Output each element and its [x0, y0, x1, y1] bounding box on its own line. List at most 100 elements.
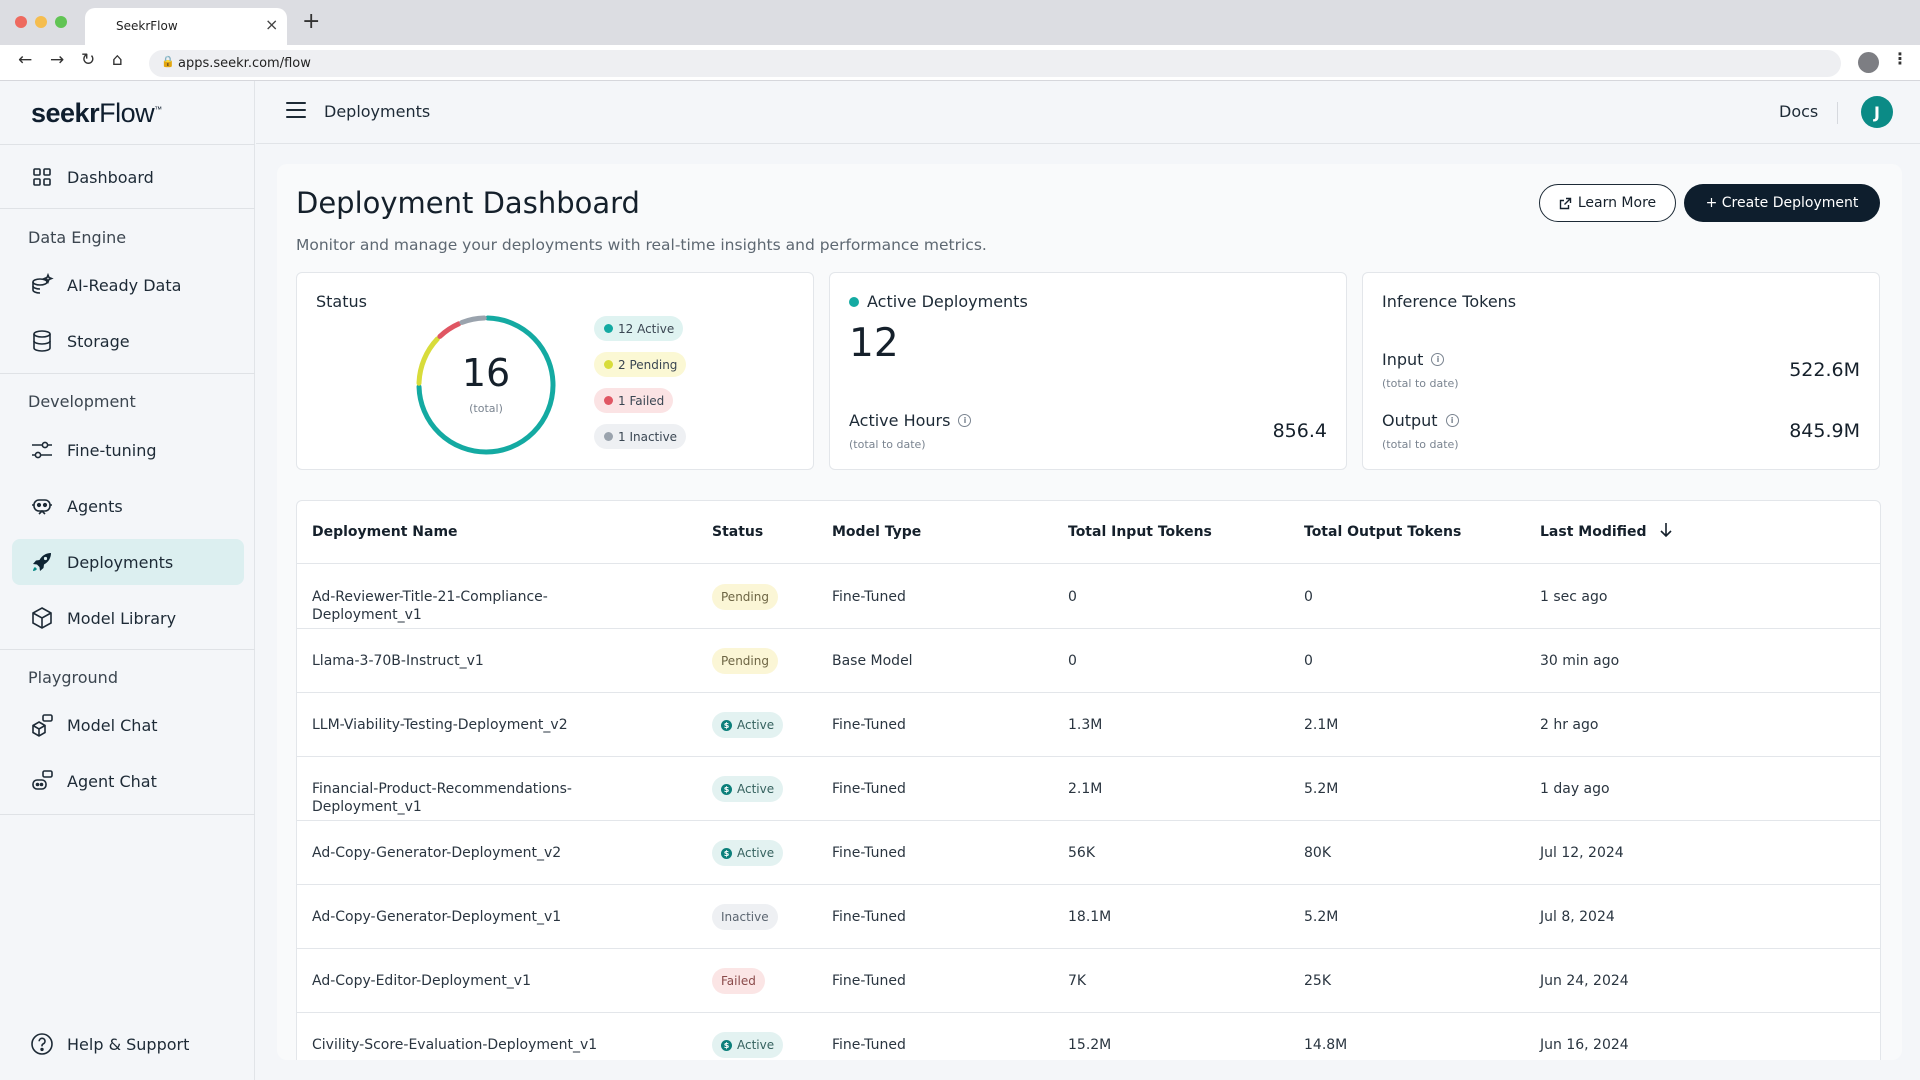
cell-output-tokens: 25K: [1304, 973, 1331, 989]
cell-deployment-name: Ad-Reviewer-Title-21-Compliance-Deployme…: [312, 589, 548, 623]
cell-deployment-name: Llama-3-70B-Instruct_v1: [312, 653, 484, 669]
create-deployment-label: + Create Deployment: [1705, 195, 1859, 211]
header-deployment-name[interactable]: Deployment Name: [312, 524, 458, 540]
cell-model-type: Fine-Tuned: [832, 973, 906, 989]
section-data-engine: Data Engine: [28, 228, 127, 247]
table-row[interactable]: Civility-Score-Evaluation-Deployment_v1 $…: [297, 1013, 1880, 1060]
browser-menu-icon[interactable]: ⋮: [1892, 49, 1908, 68]
sidebar-item-ai-ready-data[interactable]: AI-Ready Data: [12, 262, 244, 308]
table-row[interactable]: Ad-Copy-Editor-Deployment_v1 Failed Fine-T…: [297, 949, 1880, 1013]
rocket-icon: [29, 549, 55, 575]
arrow-down-icon[interactable]: [1659, 522, 1673, 538]
inference-tokens-label: Inference Tokens: [1382, 292, 1517, 311]
inference-tokens-card: Inference Tokens Input i (total to date)…: [1362, 272, 1880, 470]
create-deployment-button[interactable]: + Create Deployment: [1684, 184, 1880, 222]
cell-last-modified: Jul 12, 2024: [1540, 845, 1624, 861]
cell-output-tokens: 80K: [1304, 845, 1331, 861]
maximize-window-button[interactable]: [55, 16, 67, 28]
cell-output-tokens: 5.2M: [1304, 909, 1339, 925]
status-badge: $ Active: [712, 712, 784, 738]
reload-icon[interactable]: ↻: [81, 50, 96, 70]
status-badge: $ Active: [712, 1032, 784, 1058]
new-tab-icon[interactable]: +: [302, 9, 321, 34]
avatar[interactable]: J: [1861, 96, 1893, 128]
robot-chat-icon: [29, 768, 55, 794]
output-tokens-sub: (total to date): [1382, 438, 1459, 451]
cell-output-tokens: 0: [1304, 653, 1313, 669]
sidebar-item-label: Agent Chat: [67, 771, 157, 791]
docs-link[interactable]: Docs: [1779, 102, 1819, 121]
table-row[interactable]: Ad-Reviewer-Title-21-Compliance-Deployme…: [297, 565, 1880, 629]
table-row[interactable]: Llama-3-70B-Instruct_v1 Pending Base Model…: [297, 629, 1880, 693]
page-title: Deployment Dashboard: [296, 186, 640, 220]
donut-segment-active: [416, 315, 556, 455]
back-icon[interactable]: ←: [18, 50, 33, 70]
minimize-window-button[interactable]: [35, 16, 47, 28]
sidebar-item-agents[interactable]: Agents: [12, 483, 244, 529]
database-icon: [29, 328, 55, 354]
active-deployments-card: Active Deployments 12 Active Hours i (to…: [829, 272, 1347, 470]
info-icon[interactable]: i: [1431, 353, 1445, 366]
header-model-type[interactable]: Model Type: [832, 524, 922, 540]
cell-model-type: Fine-Tuned: [832, 909, 906, 925]
home-icon[interactable]: ⌂: [112, 50, 123, 70]
section-playground: Playground: [28, 668, 118, 687]
header-total-input-tokens[interactable]: Total Input Tokens: [1068, 524, 1212, 540]
menu-icon[interactable]: [286, 102, 306, 120]
main-content: Deployment Dashboard Monitor and manage …: [277, 164, 1902, 1060]
tab-close-icon[interactable]: ×: [265, 15, 279, 34]
table-row[interactable]: Ad-Copy-Generator-Deployment_v1 Inactive F…: [297, 885, 1880, 949]
header-last-modified[interactable]: Last Modified: [1540, 524, 1647, 540]
active-deployments-label: Active Deployments: [849, 292, 1028, 311]
sidebar-item-model-chat[interactable]: Model Chat: [12, 702, 244, 748]
cell-last-modified: Jun 16, 2024: [1540, 1037, 1629, 1053]
seekrflow-logo[interactable]: seekrFlow™: [31, 98, 162, 128]
divider: [1837, 102, 1838, 124]
table-row[interactable]: Financial-Product-Recommendations-Deploy…: [297, 757, 1880, 821]
sidebar-item-model-library[interactable]: Model Library: [12, 595, 244, 641]
sidebar-item-help-support[interactable]: Help & Support: [12, 1021, 244, 1067]
forward-icon[interactable]: →: [50, 50, 65, 70]
page-label: Deployments: [324, 102, 431, 121]
address-bar[interactable]: 🔒 apps.seekr.com/flow: [149, 50, 1841, 77]
sidebar-item-label: AI-Ready Data: [67, 275, 182, 295]
robot-icon: [29, 493, 55, 519]
close-window-button[interactable]: [15, 16, 27, 28]
status-badge: Pending: [712, 584, 778, 610]
profile-icon[interactable]: [1858, 52, 1879, 73]
cell-deployment-name: Ad-Copy-Generator-Deployment_v2: [312, 845, 562, 861]
sidebar-item-fine-tuning[interactable]: Fine-tuning: [12, 427, 244, 473]
table-row[interactable]: LLM-Viability-Testing-Deployment_v2 $ Acti…: [297, 693, 1880, 757]
header-total-output-tokens[interactable]: Total Output Tokens: [1304, 524, 1462, 540]
input-tokens-sub: (total to date): [1382, 377, 1459, 390]
status-badge: Inactive: [712, 904, 778, 930]
info-icon[interactable]: i: [1445, 414, 1459, 427]
cell-deployment-name: LLM-Viability-Testing-Deployment_v2: [312, 717, 568, 733]
sidebar-item-agent-chat[interactable]: Agent Chat: [12, 758, 244, 804]
status-pill-pending: 2 Pending: [594, 352, 687, 377]
inactive-dot: [604, 432, 613, 441]
sidebar-item-label: Model Chat: [67, 715, 158, 735]
dollar-icon: $: [721, 719, 732, 731]
input-tokens-label: Input i: [1382, 350, 1445, 369]
learn-more-button[interactable]: Learn More: [1539, 184, 1676, 222]
url-text: apps.seekr.com/flow: [178, 56, 311, 71]
status-badge: Pending: [712, 648, 778, 674]
app: seekrFlow™ Dashboard Data Engine AI-Read…: [0, 81, 1920, 1080]
help-icon: [29, 1031, 55, 1057]
table-row[interactable]: Ad-Copy-Generator-Deployment_v2 $ Active Fi…: [297, 821, 1880, 885]
browser-tab[interactable]: SeekrFlow ×: [85, 8, 287, 46]
sidebar-item-dashboard[interactable]: Dashboard: [12, 154, 244, 200]
info-icon[interactable]: i: [958, 414, 972, 427]
status-card: Status 16 (total) 12 Active 2 Pending 1 …: [296, 272, 814, 470]
cell-output-tokens: 0: [1304, 589, 1313, 605]
active-dot: [849, 296, 859, 307]
status-pill-inactive: 1 Inactive: [594, 424, 687, 449]
donut-segment-failed: [437, 321, 462, 339]
sidebar-item-deployments[interactable]: Deployments: [12, 539, 244, 585]
cell-model-type: Fine-Tuned: [832, 1037, 906, 1053]
header-status[interactable]: Status: [712, 524, 764, 540]
sidebar-item-label: Help & Support: [67, 1034, 190, 1054]
cell-model-type: Fine-Tuned: [832, 589, 906, 605]
sidebar-item-storage[interactable]: Storage: [12, 318, 244, 364]
